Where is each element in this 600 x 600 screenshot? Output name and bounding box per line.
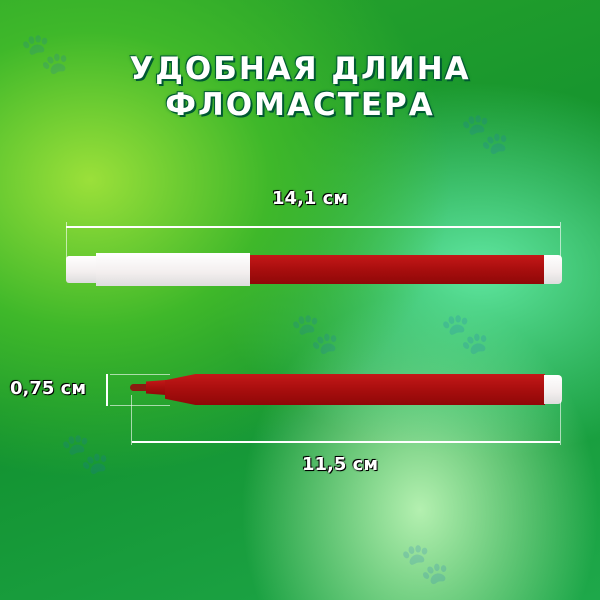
paw-print-icon: 🐾: [460, 111, 510, 157]
diameter-arrow: [106, 374, 108, 406]
marker-end-plug: [544, 375, 562, 404]
guide-line: [66, 222, 67, 262]
total-length-arrow: [66, 226, 560, 228]
guide-line: [131, 395, 132, 445]
marker-tip: [130, 384, 148, 391]
paw-print-icon: 🐾: [60, 431, 110, 477]
paw-print-icon: 🐾: [290, 311, 340, 357]
marker-nose: [146, 380, 166, 395]
marker-cap-grip: [96, 253, 250, 286]
guide-line: [110, 374, 170, 375]
guide-line: [560, 400, 561, 445]
paw-print-icon: 🐾: [20, 31, 70, 77]
guide-line: [560, 222, 561, 262]
body-length-label: 11,5 см: [302, 454, 379, 475]
paw-print-icon: 🐾: [440, 311, 490, 357]
diameter-label: 0,75 см: [10, 378, 87, 399]
marker-body: [165, 374, 545, 405]
total-length-label: 14,1 см: [272, 188, 349, 209]
title-line-1: УДОБНАЯ ДЛИНА: [129, 51, 471, 87]
title-line-2: ФЛОМАСТЕРА: [165, 87, 435, 123]
marker-body: [250, 255, 545, 284]
guide-line: [110, 405, 170, 406]
paw-print-icon: 🐾: [400, 541, 450, 587]
marker-cap: [66, 256, 98, 283]
marker-end-plug: [544, 255, 562, 284]
body-length-arrow: [132, 441, 560, 443]
